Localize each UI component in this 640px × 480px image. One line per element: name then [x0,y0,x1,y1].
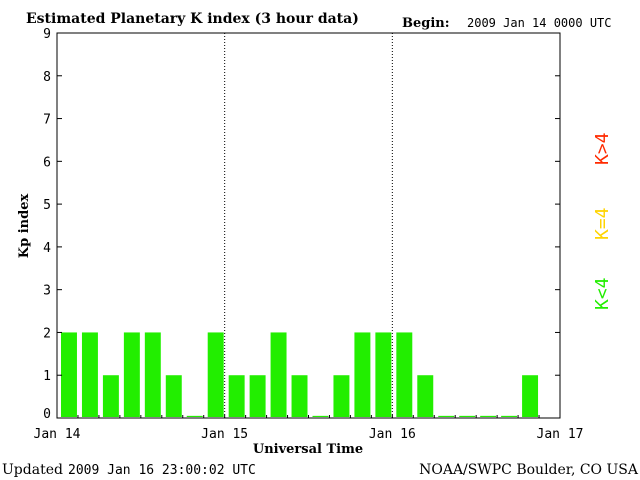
kp-bar [459,415,476,417]
source-credit: NOAA/SWPC Boulder, CO USA [419,462,639,478]
y-tick-label: 4 [43,241,51,256]
day-dividers [224,33,393,418]
y-tick-label: 5 [43,198,51,213]
kp-bar [438,415,455,417]
x-axis-ticks: Jan 14 Jan 15 Jan 16 Jan 17 [34,415,584,442]
kp-bar [396,332,413,417]
kp-bar [375,332,392,417]
begin-value: 2009 Jan 14 0000 UTC [467,16,612,30]
y-tick-label: 9 [43,27,51,42]
x-tick-label: Jan 14 [34,427,81,442]
x-tick-label: Jan 15 [201,427,248,442]
x-tick-label: Jan 17 [537,427,584,442]
kp-bar [61,332,77,417]
y-tick-label: 8 [43,70,51,85]
x-axis-title: Universal Time [253,442,363,457]
kp-bar [81,332,98,417]
legend-k-eq-4: K=4 [592,207,613,240]
y-tick-label: 6 [43,155,51,170]
kp-bar [249,375,266,417]
kp-bar [144,332,161,417]
begin-label: Begin: [402,16,450,31]
kp-bar [270,332,287,417]
updated-label: Updated [2,462,63,478]
kp-bar [207,332,224,417]
kp-bar [522,375,539,417]
chart-title: Estimated Planetary K index (3 hour data… [26,11,359,27]
kp-bar [480,415,497,417]
kp-bar [291,375,308,417]
legend-k-lt-4: K<4 [592,277,613,310]
x-tick-label: Jan 16 [369,427,416,442]
updated-value: 2009 Jan 16 23:00:02 UTC [68,463,256,478]
kp-bar [417,375,434,417]
y-tick-label: 7 [43,113,51,128]
y-tick-label: 1 [43,369,51,384]
kp-bar [165,375,182,417]
kp-bar [501,415,518,417]
y-tick-label: 2 [43,326,51,341]
kp-bar [333,375,350,417]
y-axis-ticks: 0 1 2 3 4 5 6 7 8 9 [43,27,560,422]
bars [61,332,539,417]
kp-bar [102,375,119,417]
kp-bar [186,415,203,417]
y-tick-label: 3 [43,284,51,299]
legend-k-gt-4: K>4 [592,132,613,165]
kp-bar [354,332,371,417]
kp-bar [123,332,140,417]
kp-bar [312,415,329,417]
kp-bar [228,375,245,417]
y-axis-title: Kp index [17,194,32,259]
y-tick-label: 0 [43,407,51,422]
